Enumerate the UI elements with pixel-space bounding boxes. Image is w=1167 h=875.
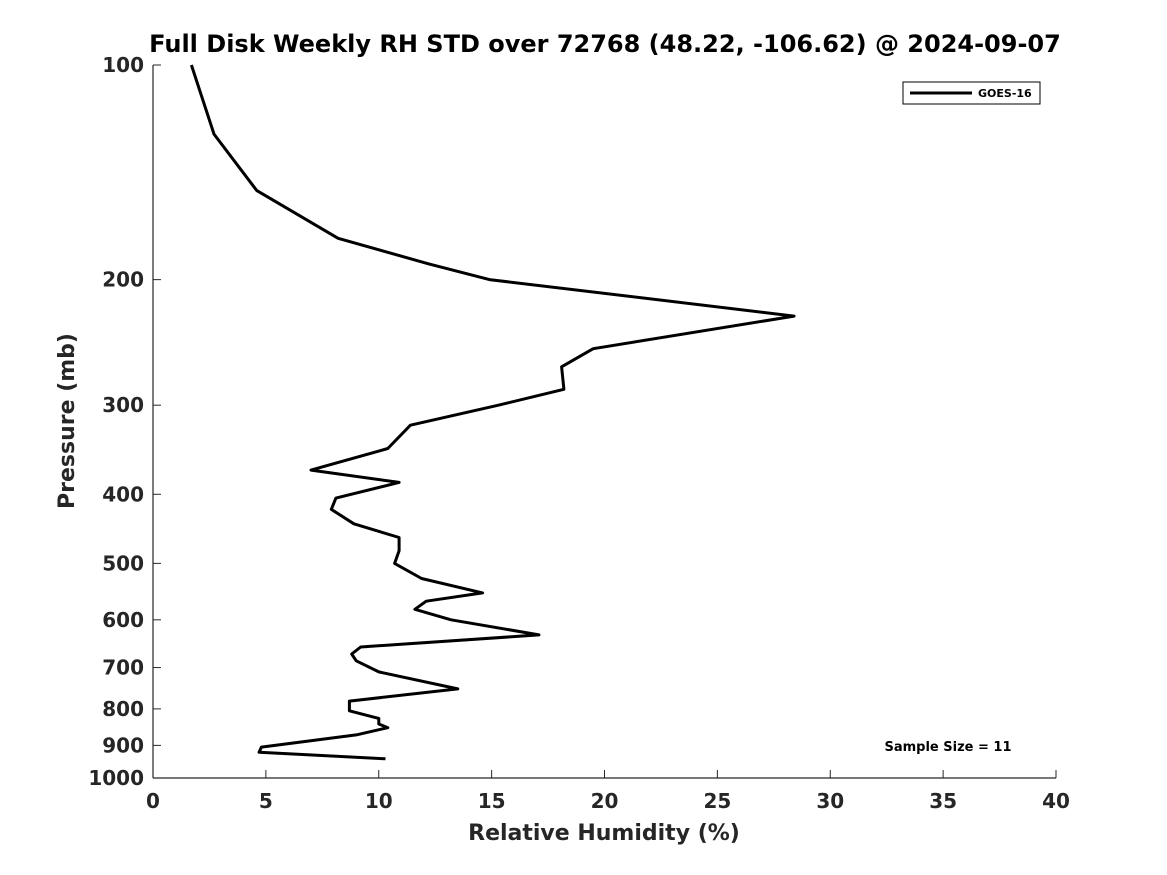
y-ticks: 100 200 300 400 500 600 700 800 900 1000 <box>88 53 161 790</box>
y-tick-label: 700 <box>102 656 144 680</box>
x-ticks: 0 5 10 15 20 25 30 35 40 <box>146 770 1070 813</box>
y-tick-label: 400 <box>102 482 144 506</box>
y-tick-label: 900 <box>102 733 144 757</box>
plot-area: 0 5 10 15 20 25 30 35 40 100 200 300 400 500 600 700 80… <box>88 53 1070 813</box>
x-tick-label: 25 <box>703 789 731 813</box>
x-tick-label: 0 <box>146 789 160 813</box>
x-axis-label: Relative Humidity (%) <box>468 821 740 846</box>
y-axis-label: Pressure (mb) <box>55 333 80 509</box>
x-tick-label: 30 <box>816 789 844 813</box>
series-line-goes-16 <box>189 64 796 761</box>
y-tick-label: 300 <box>102 393 144 417</box>
x-tick-label: 35 <box>929 789 957 813</box>
y-tick-label: 800 <box>102 697 144 721</box>
x-tick-label: 15 <box>478 789 506 813</box>
legend-entry-goes-16: GOES-16 <box>978 87 1032 100</box>
x-tick-label: 20 <box>591 789 619 813</box>
y-tick-label: 100 <box>102 53 144 77</box>
sample-size-annotation: Sample Size = 11 <box>884 740 1011 755</box>
y-tick-label: 500 <box>102 551 144 575</box>
chart-title: Full Disk Weekly RH STD over 72768 (48.2… <box>149 30 1061 58</box>
x-tick-label: 5 <box>259 789 273 813</box>
legend: GOES-16 <box>902 81 1041 105</box>
y-tick-label: 600 <box>102 608 144 632</box>
x-tick-label: 10 <box>365 789 393 813</box>
y-tick-label: 1000 <box>88 766 144 790</box>
x-tick-label: 40 <box>1042 789 1070 813</box>
y-tick-label: 200 <box>102 268 144 292</box>
